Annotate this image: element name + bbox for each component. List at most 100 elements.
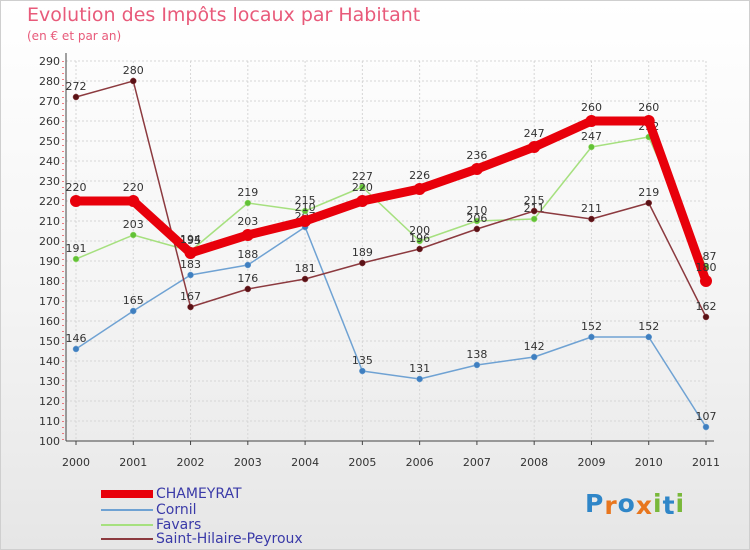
data-point-chameyrat [470, 163, 483, 175]
data-point-favars [473, 217, 481, 225]
data-label-chameyrat: 180 [696, 261, 717, 274]
legend-swatch-chameyrat [101, 490, 153, 498]
data-label-cornil: 165 [123, 294, 144, 307]
data-point-saint-hilaire-peyroux [72, 93, 80, 101]
y-tick-label: 210 [39, 215, 60, 228]
data-label-saint-hilaire-peyroux: 272 [66, 80, 87, 93]
legend-label-cornil: Cornil [156, 502, 197, 518]
logo-letter: t [662, 491, 676, 520]
data-point-cornil [645, 333, 652, 341]
y-tick-label: 170 [39, 295, 60, 308]
legend-swatch-saint-hilaire-peyroux [101, 538, 153, 540]
data-label-cornil: 152 [638, 320, 659, 333]
data-label-favars: 191 [66, 242, 87, 255]
series-line-saint-hilaire-peyroux [75, 80, 707, 318]
data-point-chameyrat [642, 115, 655, 127]
data-point-saint-hilaire-peyroux [301, 275, 309, 283]
data-point-favars [130, 231, 137, 239]
data-label-cornil: 146 [66, 332, 87, 345]
y-tick-label: 280 [39, 75, 60, 88]
y-tick-label: 250 [39, 135, 60, 148]
data-label-cornil: 138 [466, 348, 487, 361]
x-tick-label: 2004 [291, 456, 319, 469]
x-tick-label: 2011 [692, 456, 720, 469]
data-point-cornil [416, 375, 423, 383]
data-label-chameyrat: 220 [123, 181, 144, 194]
logo-letter: r [604, 491, 618, 520]
data-point-saint-hilaire-peyroux [473, 225, 481, 233]
y-tick-label: 110 [39, 415, 60, 428]
data-point-chameyrat [356, 195, 369, 207]
data-label-chameyrat: 210 [295, 201, 316, 214]
legend-label-saint-hilaire-peyroux: Saint-Hilaire-Peyroux [156, 531, 303, 547]
data-label-cornil: 188 [237, 248, 258, 261]
data-label-saint-hilaire-peyroux: 167 [180, 290, 201, 303]
legend-label-chameyrat: CHAMEYRAT [156, 486, 242, 502]
data-label-cornil: 142 [524, 340, 545, 353]
data-point-cornil [530, 353, 538, 361]
data-label-favars: 200 [409, 224, 430, 237]
data-point-favars [530, 215, 538, 223]
data-point-saint-hilaire-peyroux [244, 285, 252, 293]
data-label-chameyrat: 260 [581, 101, 602, 114]
data-label-chameyrat: 247 [524, 127, 545, 140]
data-label-saint-hilaire-peyroux: 181 [295, 262, 316, 275]
data-label-chameyrat: 220 [352, 181, 373, 194]
series-line-favars [75, 136, 707, 268]
data-point-cornil [72, 345, 80, 353]
data-point-favars [244, 199, 252, 207]
y-tick-label: 270 [39, 95, 60, 108]
data-point-saint-hilaire-peyroux [588, 215, 595, 223]
data-label-favars: 215 [295, 194, 316, 207]
y-tick-label: 130 [39, 375, 60, 388]
data-label-favars: 227 [352, 170, 373, 183]
series-line-chameyrat [71, 116, 711, 286]
y-tick-label: 200 [39, 235, 60, 248]
data-label-cornil: 131 [409, 362, 430, 375]
data-label-chameyrat: 194 [180, 233, 201, 246]
legend-item-chameyrat: CHAMEYRAT [101, 486, 242, 502]
data-point-favars [416, 237, 423, 245]
x-tick-label: 2000 [62, 456, 90, 469]
chart-subtitle: (en € et par an) [27, 29, 122, 43]
data-point-chameyrat [184, 247, 197, 259]
logo-letter: i [675, 489, 686, 518]
legend-swatch-favars [101, 524, 153, 526]
data-point-chameyrat [700, 275, 712, 287]
data-point-chameyrat [241, 229, 254, 241]
y-tick-label: 180 [39, 275, 60, 288]
y-tick-label: 160 [39, 315, 60, 328]
proxiti-logo: Proxiti [585, 489, 686, 520]
legend-swatch-cornil [101, 509, 153, 511]
data-point-favars [72, 255, 80, 263]
legend-item-saint-hilaire-peyroux: Saint-Hilaire-Peyroux [101, 531, 303, 547]
data-point-chameyrat [70, 195, 82, 207]
legend-item-favars: Favars [101, 517, 201, 533]
y-tick-label: 100 [39, 435, 60, 448]
y-tick-label: 120 [39, 395, 60, 408]
data-label-favars: 247 [581, 130, 602, 143]
data-point-cornil [702, 423, 710, 431]
logo-letter: o [617, 489, 636, 518]
data-point-favars [588, 143, 595, 151]
data-label-favars: 219 [237, 186, 258, 199]
data-point-chameyrat [528, 141, 541, 153]
data-point-saint-hilaire-peyroux [130, 77, 137, 85]
y-tick-label: 220 [39, 195, 60, 208]
y-tick-label: 150 [39, 335, 60, 348]
data-point-favars [359, 183, 366, 191]
data-label-cornil: 107 [696, 410, 717, 423]
data-point-favars [301, 207, 309, 215]
data-label-saint-hilaire-peyroux: 215 [524, 194, 545, 207]
data-point-cornil [359, 367, 366, 375]
series-line-cornil [75, 226, 707, 428]
y-tick-label: 140 [39, 355, 60, 368]
data-label-cornil: 152 [581, 320, 602, 333]
chart-title: Evolution des Impôts locaux par Habitant [27, 4, 421, 26]
data-label-saint-hilaire-peyroux: 206 [466, 212, 487, 225]
data-label-saint-hilaire-peyroux: 211 [581, 202, 602, 215]
data-label-saint-hilaire-peyroux: 189 [352, 246, 373, 259]
data-point-cornil [244, 261, 252, 269]
logo-letter: P [585, 489, 605, 518]
